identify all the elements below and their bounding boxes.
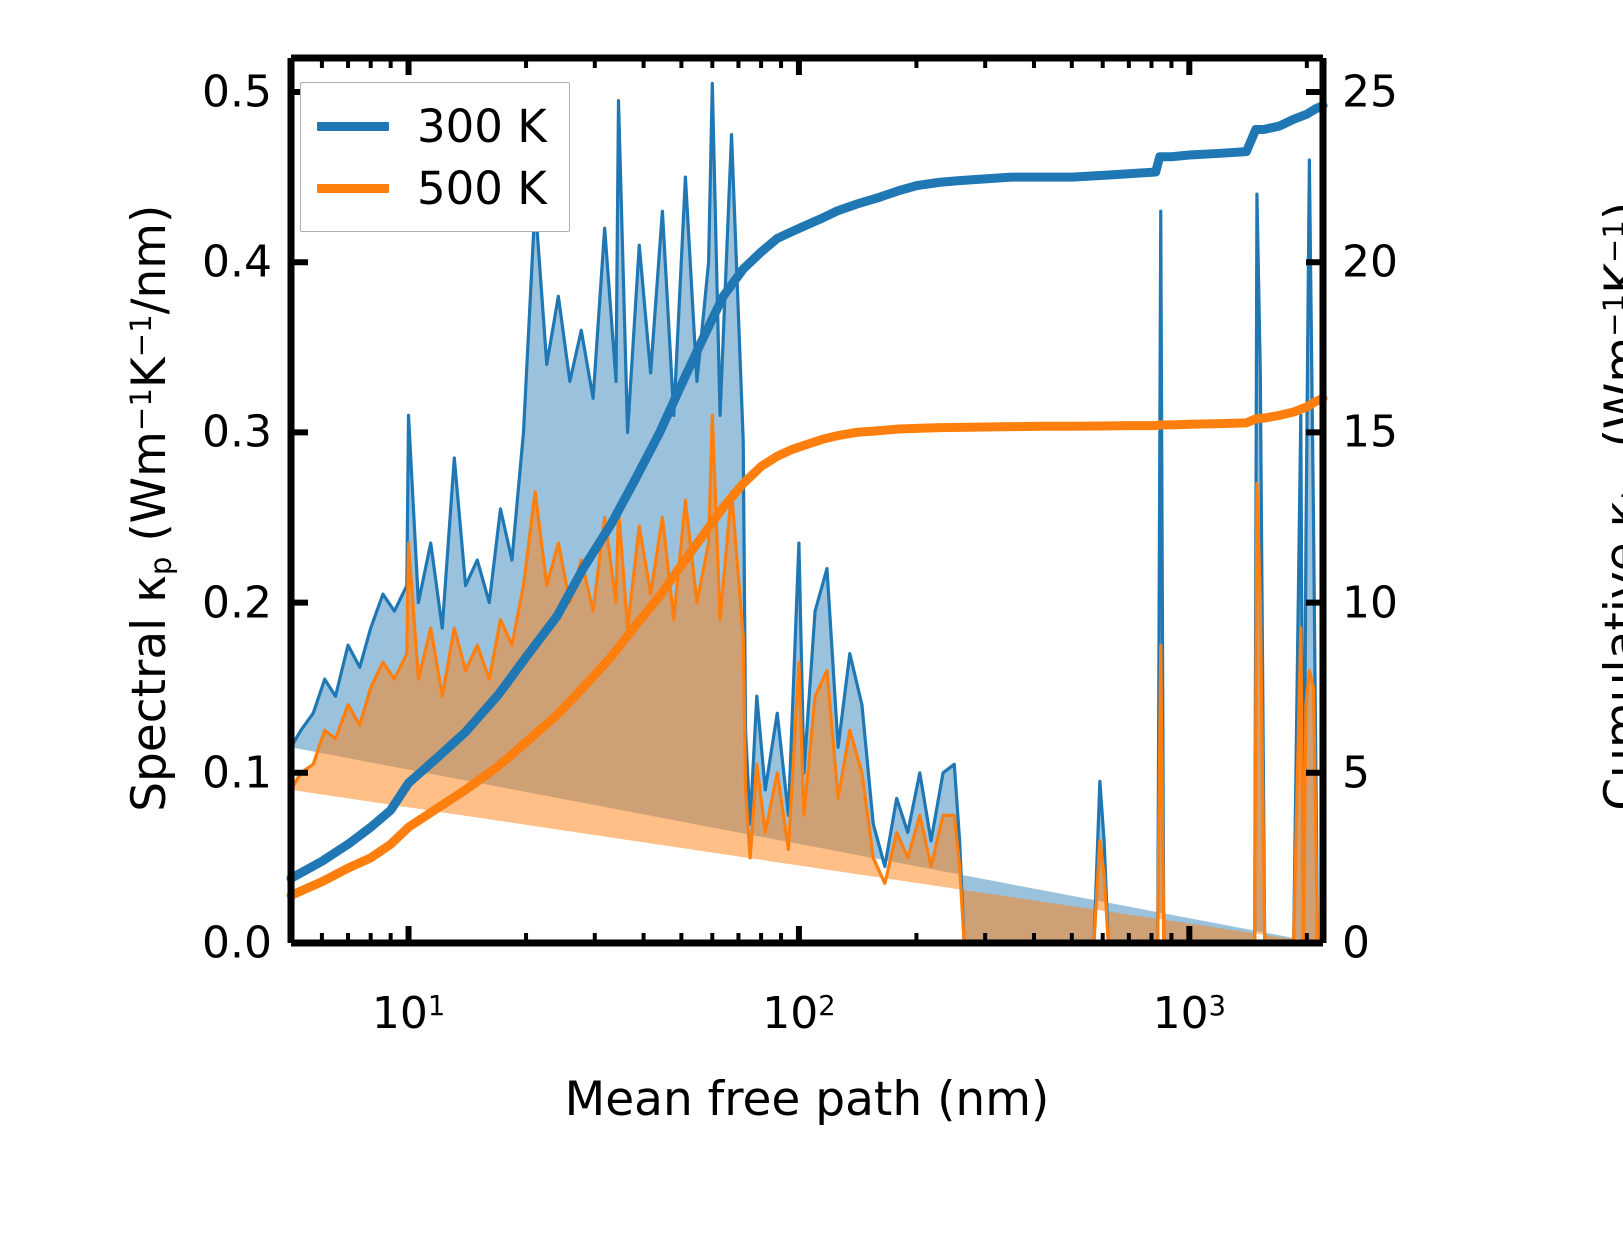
y-axis-right-tick-label: 5 <box>1342 747 1370 799</box>
legend: 300 K 500 K <box>300 82 570 232</box>
y-axis-right-ticklabels: 0 5 10 15 20 25 <box>1342 0 1522 1000</box>
y-axis-right-tick-label: 15 <box>1342 406 1398 458</box>
cumulative-line-500k <box>286 393 1328 900</box>
x-axis-label: Mean free path (nm) <box>564 1072 1050 1127</box>
y-axis-right-tick-label: 0 <box>1342 917 1370 969</box>
y-axis-left-tick-label: 0.0 <box>202 917 272 969</box>
y-axis-left-tick-label: 0.5 <box>202 66 272 118</box>
y-axis-left-tick-label: 0.3 <box>202 406 272 458</box>
spectral-fill-500k <box>291 415 1320 943</box>
cumulative-line-300k <box>286 101 1328 883</box>
legend-item-500k[interactable]: 500 K <box>317 157 547 219</box>
y-axis-left-tick-label: 0.1 <box>202 747 272 799</box>
y-axis-right-tick-label: 20 <box>1342 236 1398 288</box>
y-axis-right-tick-label: 25 <box>1342 66 1398 118</box>
legend-item-300k[interactable]: 300 K <box>317 95 547 157</box>
y-axis-left-ticklabels: 0.0 0.1 0.2 0.3 0.4 0.5 <box>0 0 272 1000</box>
legend-label-500k: 500 K <box>417 161 547 215</box>
y-axis-right-tick-label: 10 <box>1342 577 1398 629</box>
legend-label-300k: 300 K <box>417 99 547 153</box>
y-axis-left-tick-label: 0.4 <box>202 236 272 288</box>
legend-swatch-500k <box>317 183 389 193</box>
y-axis-left-tick-label: 0.2 <box>202 577 272 629</box>
legend-swatch-300k <box>317 121 389 131</box>
